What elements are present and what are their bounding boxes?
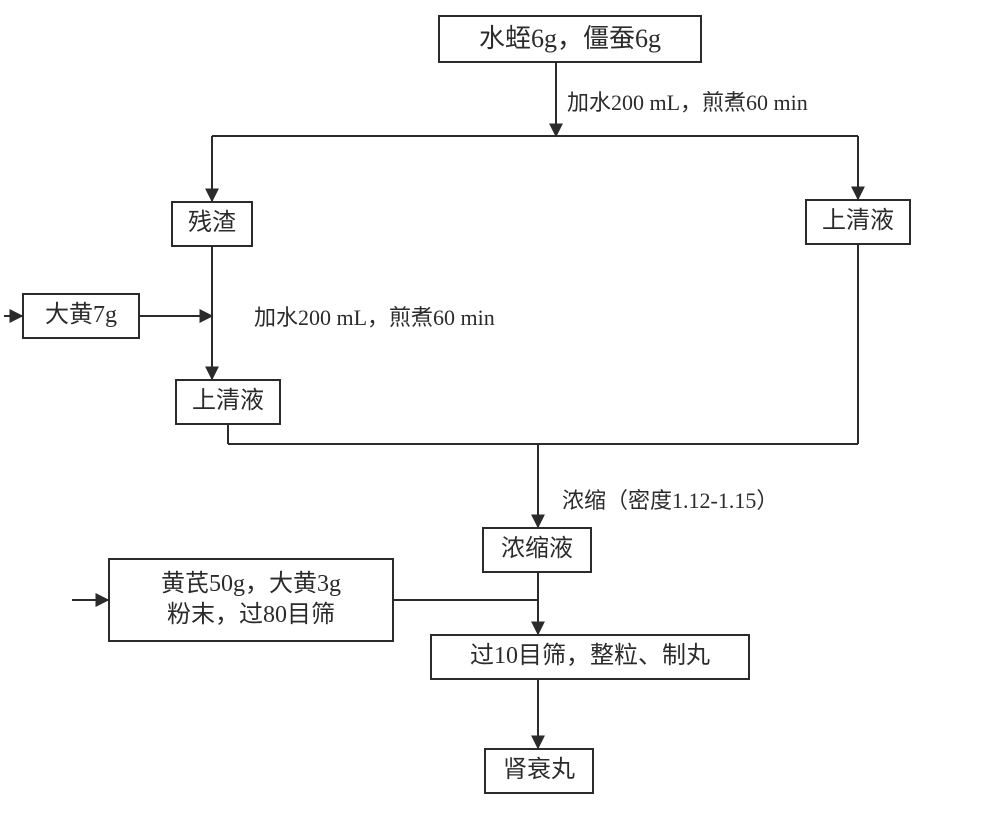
- node-conc-text: 浓缩液: [501, 534, 573, 565]
- node-dahuang: 大黄7g: [22, 293, 140, 339]
- node-super1: 上清液: [805, 199, 911, 245]
- edge-label-2: 加水200 mL，煎煮60 min: [254, 300, 495, 332]
- node-start: 水蛭6g，僵蚕6g: [438, 15, 702, 63]
- edges-layer: [0, 0, 1000, 814]
- node-dahuang-text: 大黄7g: [45, 300, 117, 331]
- edge-label-1: 加水200 mL，煎煮60 min: [567, 85, 808, 117]
- node-residue-text: 残渣: [188, 208, 236, 239]
- node-final: 肾衰丸: [484, 748, 594, 794]
- node-conc: 浓缩液: [482, 527, 592, 573]
- edge-label-3: 浓缩（密度1.12-1.15）: [562, 483, 778, 515]
- node-residue: 残渣: [171, 201, 253, 247]
- node-super2: 上清液: [175, 379, 281, 425]
- node-sieve-text: 过10目筛，整粒、制丸: [470, 641, 710, 672]
- flowchart-canvas: 水蛭6g，僵蚕6g 残渣 上清液 大黄7g 上清液 浓缩液 黄芪50g，大黄3g…: [0, 0, 1000, 814]
- node-final-text: 肾衰丸: [503, 755, 575, 786]
- node-powder-text: 黄芪50g，大黄3g 粉末，过80目筛: [161, 569, 341, 631]
- node-powder: 黄芪50g，大黄3g 粉末，过80目筛: [108, 558, 394, 642]
- node-start-text: 水蛭6g，僵蚕6g: [479, 22, 661, 56]
- node-super1-text: 上清液: [822, 206, 894, 237]
- node-super2-text: 上清液: [192, 386, 264, 417]
- node-sieve: 过10目筛，整粒、制丸: [430, 634, 750, 680]
